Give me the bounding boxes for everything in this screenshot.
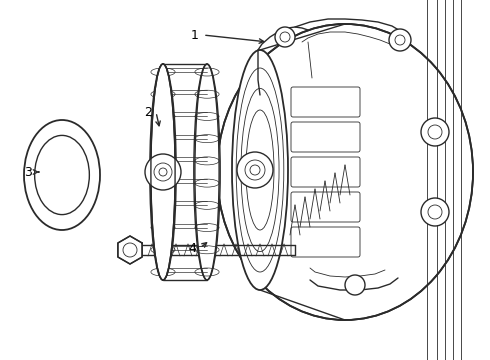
Circle shape: [237, 152, 273, 188]
Text: 3: 3: [24, 166, 32, 179]
Polygon shape: [118, 236, 142, 264]
Text: 1: 1: [191, 28, 199, 41]
Ellipse shape: [194, 64, 220, 280]
Ellipse shape: [150, 64, 176, 280]
Circle shape: [345, 275, 365, 295]
Circle shape: [421, 198, 449, 226]
Text: 2: 2: [144, 105, 152, 118]
Ellipse shape: [232, 50, 288, 290]
Ellipse shape: [217, 24, 473, 320]
Ellipse shape: [24, 120, 100, 230]
Text: 4: 4: [188, 242, 196, 255]
Circle shape: [421, 118, 449, 146]
Ellipse shape: [151, 64, 175, 280]
Circle shape: [389, 29, 411, 51]
Circle shape: [275, 27, 295, 47]
Circle shape: [145, 154, 181, 190]
